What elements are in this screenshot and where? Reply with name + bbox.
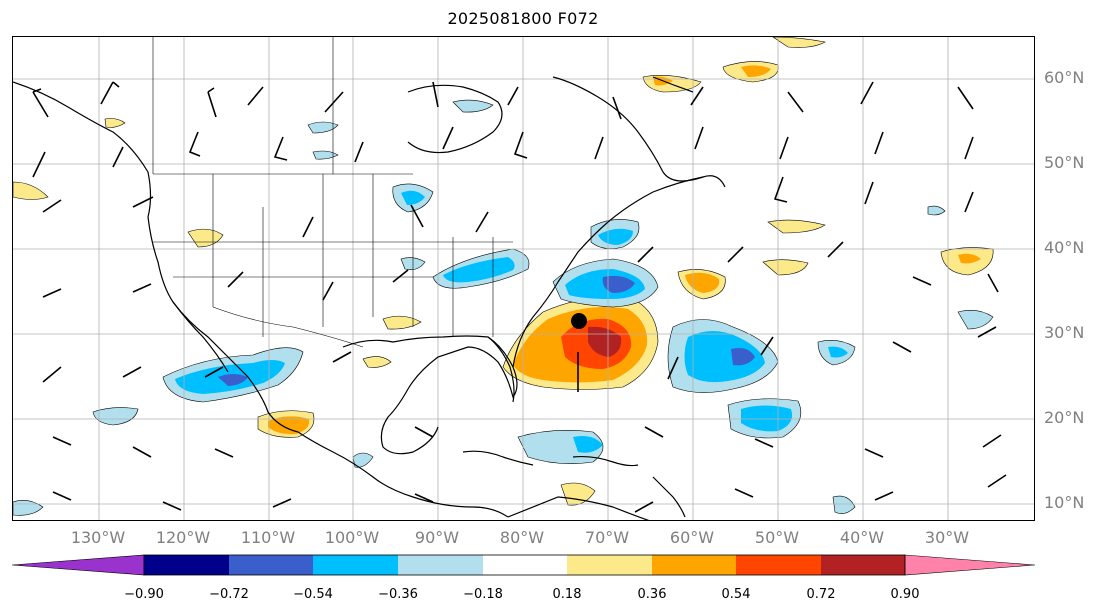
- lat-label-10N: 10°N: [1044, 493, 1085, 512]
- lon-label-80W: 80°W: [499, 528, 545, 547]
- lon-label-130W: 130°W: [70, 528, 126, 547]
- colorbar-segment-2: [229, 555, 313, 575]
- coastlines: [13, 76, 726, 520]
- colorbar-tick-8: 0.72: [806, 587, 836, 602]
- colorbar-tick-1: −0.72: [209, 587, 249, 602]
- colorbar-segment-0: [11, 554, 145, 576]
- storm-center-marker: [571, 313, 587, 329]
- colorbar-segment-7: [652, 555, 736, 575]
- colorbar-segment-3: [313, 555, 398, 575]
- colorbar-tick-5: 0.18: [552, 587, 582, 602]
- colorbar-tick-7: 0.54: [721, 587, 751, 602]
- map-svg: [13, 37, 1034, 520]
- lon-label-110W: 110°W: [240, 528, 296, 547]
- lat-label-40N: 40°N: [1044, 238, 1085, 257]
- colorbar-segment-5: [483, 555, 567, 575]
- colorbar-segment-4: [398, 555, 483, 575]
- graticule: [13, 37, 1034, 520]
- lon-label-30W: 30°W: [924, 528, 970, 547]
- lon-label-60W: 60°W: [669, 528, 715, 547]
- lat-label-50N: 50°N: [1044, 153, 1085, 172]
- colorbar-tick-0: −0.90: [124, 587, 164, 602]
- lat-label-60N: 60°N: [1044, 68, 1085, 87]
- anomaly-shading: [13, 37, 994, 516]
- colorbar-segment-9: [821, 555, 905, 575]
- lat-label-20N: 20°N: [1044, 408, 1085, 427]
- colorbar-segment-6: [567, 555, 652, 575]
- colorbar-segment-10: [904, 554, 1036, 576]
- colorbar-segment-1: [144, 555, 229, 575]
- chart-title: 2025081800 F072: [447, 9, 599, 28]
- colorbar-tick-4: −0.18: [463, 587, 503, 602]
- lon-label-40W: 40°W: [839, 528, 885, 547]
- political-borders: [152, 37, 513, 348]
- lon-label-100W: 100°W: [324, 528, 380, 547]
- colorbar: [11, 554, 1036, 576]
- lat-label-30N: 30°N: [1044, 323, 1085, 342]
- lon-label-90W: 90°W: [414, 528, 460, 547]
- colorbar-tick-9: 0.90: [890, 587, 920, 602]
- colorbar-tick-2: −0.54: [293, 587, 333, 602]
- colorbar-tick-3: −0.36: [378, 587, 418, 602]
- colorbar-tick-6: 0.36: [637, 587, 667, 602]
- map-panel: [12, 36, 1035, 521]
- wind-barbs: [32, 81, 1007, 513]
- lon-label-50W: 50°W: [754, 528, 800, 547]
- lon-label-70W: 70°W: [584, 528, 630, 547]
- colorbar-segment-8: [736, 555, 821, 575]
- lon-label-120W: 120°W: [155, 528, 211, 547]
